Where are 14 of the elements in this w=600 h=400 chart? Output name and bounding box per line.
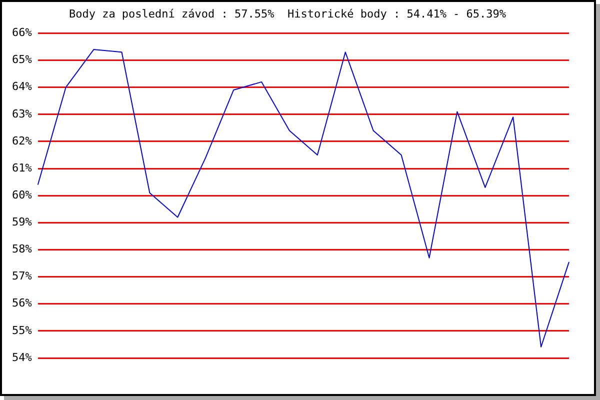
- y-tick-label: 55%: [12, 324, 32, 337]
- y-tick-label: 65%: [12, 53, 32, 66]
- y-tick-label: 61%: [12, 161, 32, 174]
- y-tick-label: 64%: [12, 80, 32, 94]
- y-tick-label: 66%: [12, 26, 32, 40]
- y-tick-label: 62%: [12, 134, 32, 148]
- y-tick-label: 63%: [12, 107, 32, 120]
- y-tick-label: 56%: [12, 296, 32, 310]
- y-tick-label: 54%: [12, 350, 32, 364]
- y-tick-label: 60%: [12, 188, 32, 202]
- chart-title: Body za poslední závod : 57.55% Historické body : 54.41% - 65.39%: [68, 7, 506, 20]
- y-tick-label: 57%: [12, 270, 32, 283]
- y-tick-label: 59%: [12, 216, 32, 229]
- y-tick-label: 58%: [12, 242, 32, 256]
